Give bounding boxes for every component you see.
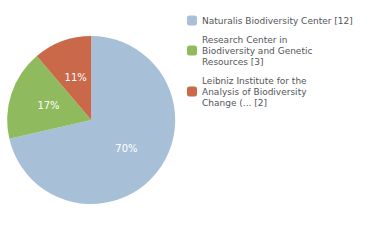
svg-text:Change (... [2]: Change (... [2] xyxy=(202,98,267,108)
svg-text:Resources [3]: Resources [3] xyxy=(202,57,264,67)
svg-text:11%: 11% xyxy=(65,72,87,83)
svg-text:Naturalis Biodiversity Center: Naturalis Biodiversity Center [12] xyxy=(202,16,353,26)
svg-text:Analysis of Biodiversity: Analysis of Biodiversity xyxy=(202,87,307,97)
svg-text:Leibniz Institute for the: Leibniz Institute for the xyxy=(202,76,307,86)
svg-text:Research Center in: Research Center in xyxy=(202,35,288,45)
svg-text:Biodiversity and Genetic: Biodiversity and Genetic xyxy=(202,46,312,56)
svg-text:70%: 70% xyxy=(115,143,137,154)
svg-text:17%: 17% xyxy=(37,100,59,111)
